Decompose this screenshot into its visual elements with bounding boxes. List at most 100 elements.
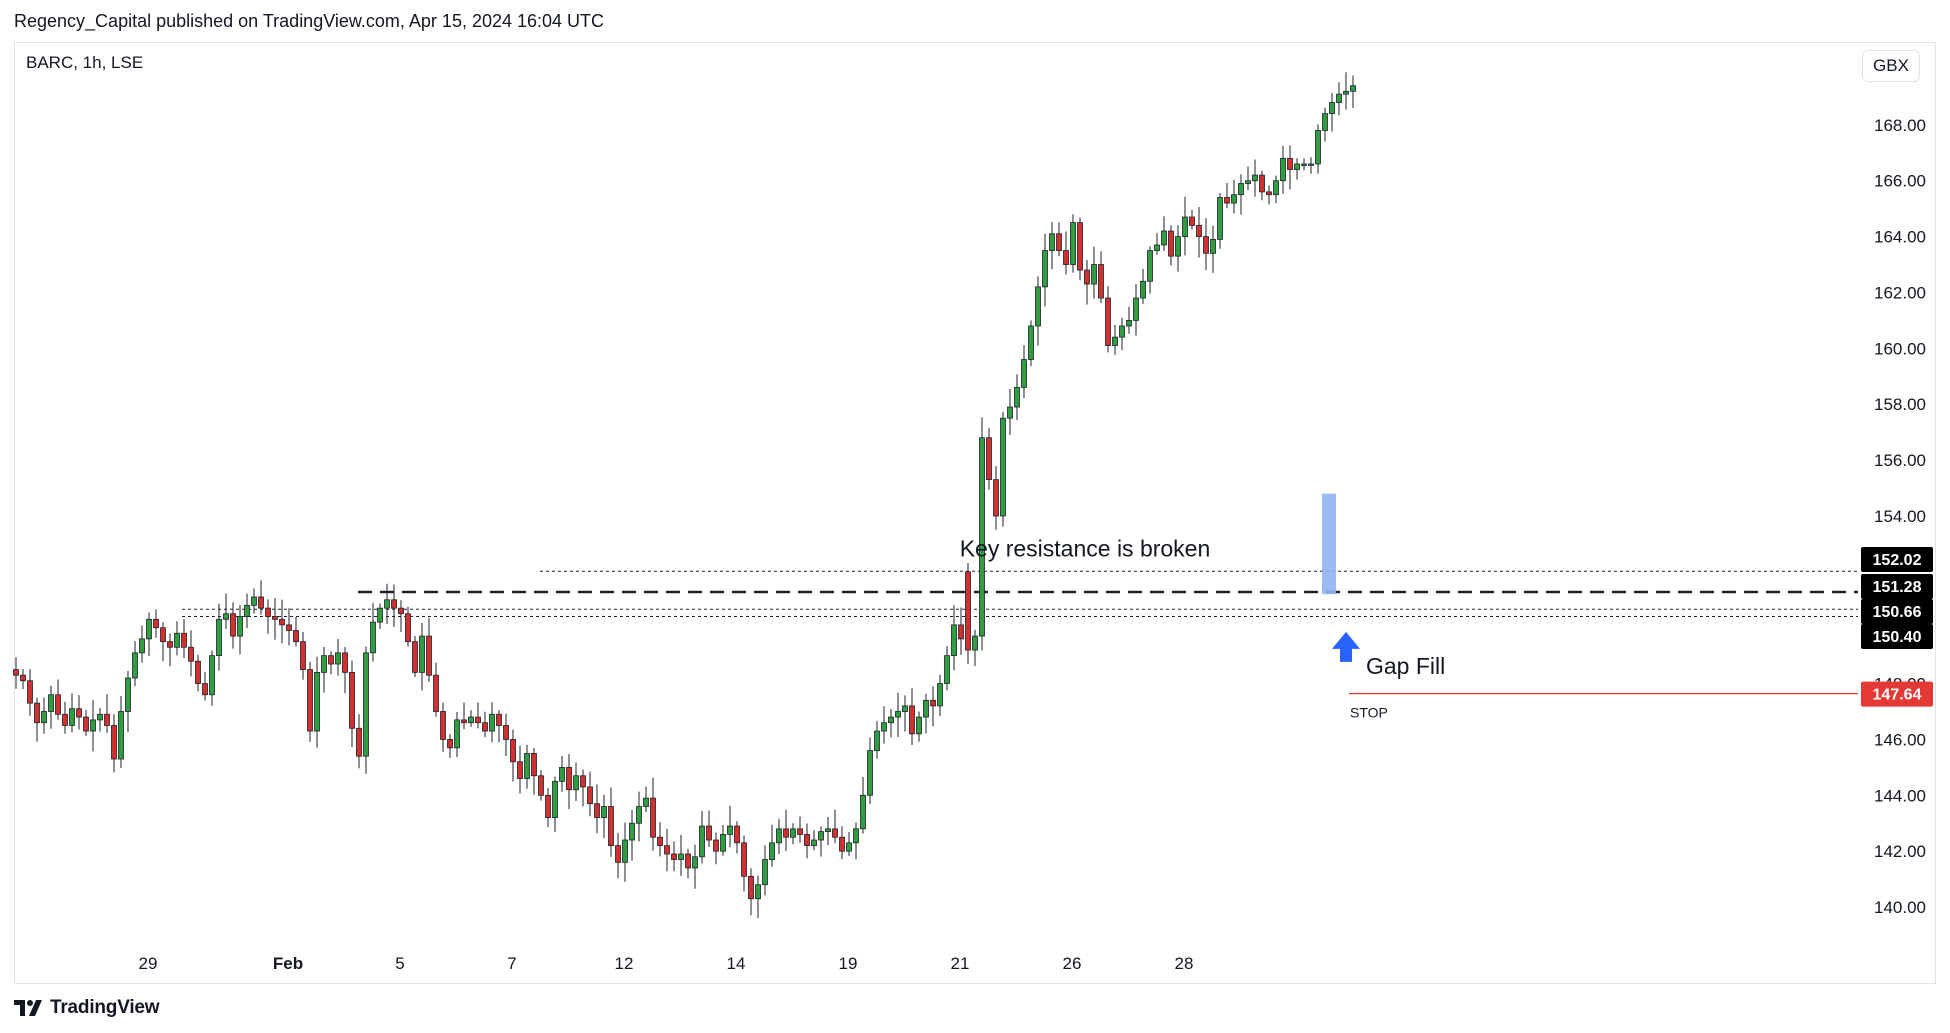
candle-body-up bbox=[1112, 336, 1118, 346]
candles-layer bbox=[13, 72, 1356, 919]
candle bbox=[1224, 182, 1230, 209]
candle-body-up bbox=[692, 856, 698, 869]
candle-body-up bbox=[223, 613, 229, 620]
up-arrow-icon bbox=[1332, 631, 1360, 662]
publisher-line: Regency_Capital published on TradingView… bbox=[14, 11, 605, 31]
candle bbox=[475, 702, 481, 729]
candle-body-up bbox=[1245, 180, 1251, 184]
candle bbox=[90, 699, 96, 752]
candle-body-up bbox=[972, 635, 978, 651]
candle bbox=[27, 669, 33, 716]
candle-body-up bbox=[916, 716, 922, 735]
candle bbox=[496, 709, 502, 743]
candle bbox=[1217, 192, 1223, 249]
candle bbox=[692, 844, 698, 889]
candle bbox=[468, 710, 474, 727]
candle bbox=[286, 608, 292, 646]
candle-body-down bbox=[1063, 250, 1069, 265]
candle bbox=[685, 848, 691, 879]
candle-body-up bbox=[216, 618, 222, 657]
candle-body-down bbox=[545, 794, 551, 819]
candle-body-up bbox=[1231, 194, 1237, 204]
candle bbox=[1231, 179, 1237, 214]
candle bbox=[265, 599, 271, 634]
candle bbox=[1056, 222, 1062, 257]
candle-body-up bbox=[895, 711, 901, 718]
candle-body-up bbox=[314, 671, 320, 732]
candle-body-up bbox=[720, 834, 726, 852]
candle-body-down bbox=[650, 797, 656, 838]
candle-body-up bbox=[643, 797, 649, 807]
candle bbox=[979, 417, 985, 651]
candle bbox=[643, 786, 649, 812]
candle bbox=[811, 830, 817, 851]
tradingview-brand[interactable]: TradingView bbox=[14, 997, 160, 1019]
price-tick-label: 154.00 bbox=[1874, 507, 1926, 526]
candle bbox=[741, 835, 747, 892]
price-tag bbox=[1861, 599, 1933, 624]
candle-body-up bbox=[1350, 85, 1356, 92]
candle bbox=[958, 607, 964, 655]
candle-body-down bbox=[832, 828, 838, 838]
price-tag-label: 151.28 bbox=[1873, 579, 1922, 596]
candle bbox=[825, 817, 831, 846]
candle bbox=[132, 641, 138, 687]
candle bbox=[419, 622, 425, 691]
candle-body-up bbox=[1322, 113, 1328, 131]
candle-body-up bbox=[818, 831, 824, 841]
candle bbox=[580, 769, 586, 807]
candle-body-up bbox=[552, 780, 558, 819]
candle-body-up bbox=[454, 719, 460, 749]
candle-body-down bbox=[307, 669, 313, 732]
candle bbox=[965, 563, 971, 665]
candle bbox=[1042, 233, 1048, 307]
candle bbox=[776, 818, 782, 854]
currency-button[interactable]: GBX bbox=[1862, 50, 1920, 82]
candle-body-up bbox=[146, 618, 152, 640]
candle-body-up bbox=[335, 652, 341, 665]
time-axis[interactable]: 29 Feb 5 7 12 14 19 21 26 28 bbox=[139, 954, 1194, 973]
candle-body-down bbox=[440, 711, 446, 740]
candle-body-up bbox=[1294, 163, 1300, 170]
candle-body-up bbox=[1035, 286, 1041, 327]
candle bbox=[482, 711, 488, 738]
candle-body-up bbox=[860, 794, 866, 830]
tradingview-logo-icon bbox=[14, 1000, 42, 1016]
candle bbox=[377, 603, 383, 629]
candle-body-down bbox=[1168, 230, 1174, 257]
candle bbox=[13, 657, 19, 689]
time-tick-label: 29 bbox=[139, 954, 158, 973]
price-tick-label: 140.00 bbox=[1874, 898, 1926, 917]
candle bbox=[461, 702, 467, 730]
candle-body-up bbox=[489, 713, 495, 732]
candle-body-up bbox=[790, 828, 796, 838]
candle bbox=[727, 805, 733, 848]
candle bbox=[769, 824, 775, 867]
candle bbox=[202, 671, 208, 701]
candle bbox=[300, 632, 306, 680]
price-axis[interactable]: 140.00142.00144.00146.00148.00154.00156.… bbox=[1874, 116, 1926, 917]
chart-frame[interactable] bbox=[14, 42, 1936, 984]
candle bbox=[993, 466, 999, 530]
candle bbox=[1315, 124, 1321, 174]
candle-body-up bbox=[1252, 174, 1258, 182]
candle bbox=[104, 694, 110, 733]
candle bbox=[860, 776, 866, 834]
candle bbox=[664, 828, 670, 872]
candle bbox=[755, 875, 761, 919]
candle-body-up bbox=[1273, 180, 1279, 196]
candle bbox=[384, 583, 390, 625]
candle-body-down bbox=[741, 842, 747, 877]
time-tick-label: 12 bbox=[615, 954, 634, 973]
candle bbox=[1147, 246, 1153, 294]
candle-body-up bbox=[1119, 325, 1125, 338]
candle-body-up bbox=[979, 437, 985, 637]
candle bbox=[524, 744, 530, 789]
candle-body-down bbox=[1189, 216, 1195, 226]
candle-body-down bbox=[391, 599, 397, 609]
candle-body-down bbox=[566, 766, 572, 791]
candle-body-up bbox=[1070, 222, 1076, 265]
candle-body-up bbox=[846, 842, 852, 852]
time-tick-label: Feb bbox=[273, 954, 303, 973]
